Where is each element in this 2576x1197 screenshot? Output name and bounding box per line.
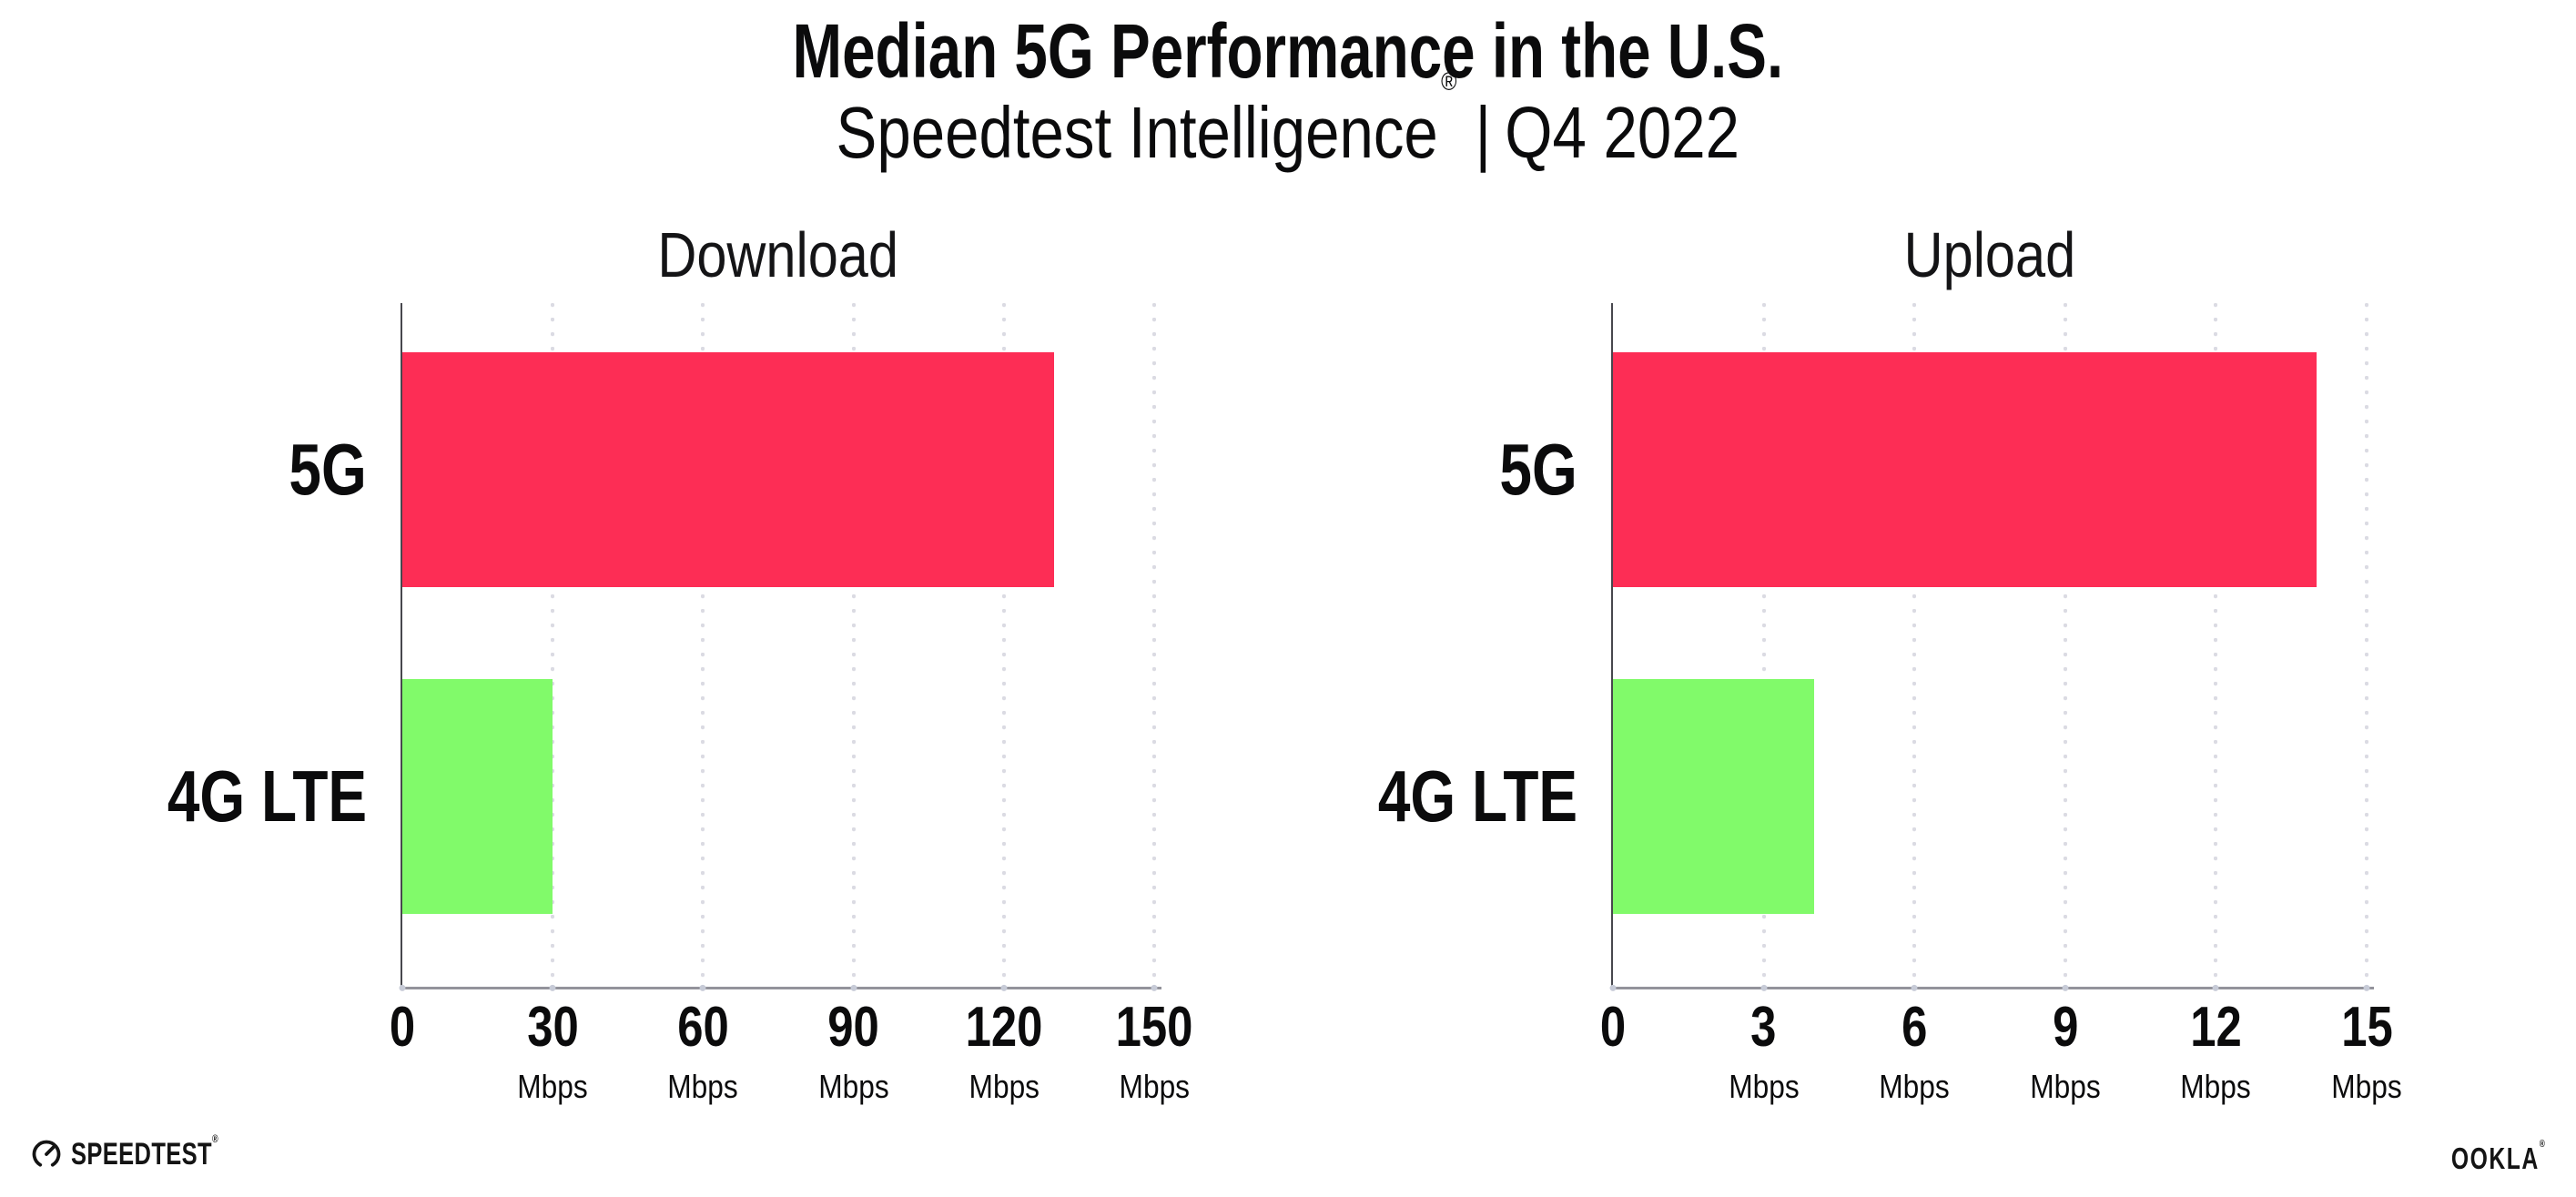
axis-tick-dot — [699, 984, 706, 991]
x-tick-unit: Mbps — [517, 1068, 588, 1105]
x-tick-label-6: 6 Mbps — [1874, 999, 1954, 1103]
axis-tick-dot — [1000, 984, 1008, 991]
x-tick-unit: Mbps — [817, 1068, 889, 1105]
axis-tick-dot — [1911, 984, 1918, 991]
bar-5g-upload — [1613, 352, 2317, 587]
x-tick-unit: Mbps — [667, 1068, 739, 1105]
page-title: Median 5G Performance in the U.S. — [0, 13, 2576, 89]
subtitle-brand: Speedtest Intelligence — [836, 92, 1439, 173]
speedtest-gauge-icon — [32, 1140, 61, 1167]
axis-tick-dot — [1609, 984, 1617, 991]
gridline-60 — [701, 303, 705, 987]
x-tick-unit: Mbps — [2180, 1068, 2252, 1105]
y-axis-line — [1611, 303, 1613, 987]
x-tick-unit: Mbps — [1879, 1068, 1950, 1105]
x-tick-label-90: 90 Mbps — [814, 999, 894, 1103]
ookla-logo: OOKLA® — [2419, 1139, 2546, 1175]
gridline-6 — [1912, 303, 1917, 987]
x-tick-label-3: 3 Mbps — [1724, 999, 1804, 1103]
axis-tick-dot — [1151, 984, 1158, 991]
x-tick-unit: Mbps — [1728, 1068, 1800, 1105]
x-tick-label-12: 12 Mbps — [2175, 999, 2256, 1103]
subtitle-separator: | — [1475, 92, 1492, 173]
category-label-5g: 5G — [289, 429, 367, 510]
gridline-9 — [2063, 303, 2067, 987]
x-tick-unit: Mbps — [1119, 1068, 1190, 1105]
gridline-120 — [1001, 303, 1006, 987]
gridline-12 — [2214, 303, 2218, 987]
page-subtitle: Speedtest Intelligence®| Q4 2022 — [0, 69, 2576, 169]
ookla-wordmark: OOKLA® — [2450, 1139, 2546, 1175]
gridline-15 — [2365, 303, 2368, 987]
category-label-4g-lte: 4G LTE — [1377, 756, 1577, 837]
axis-tick-dot — [1760, 984, 1768, 991]
category-label-5g: 5G — [1499, 429, 1577, 510]
axis-tick-dot — [2212, 984, 2219, 991]
speedtest-logo: SPEEDTEST® — [30, 1131, 268, 1172]
plot-area-download — [402, 303, 1154, 987]
x-tick-unit: Mbps — [969, 1068, 1040, 1105]
subtitle-text: Speedtest Intelligence®| Q4 2022 — [837, 69, 1740, 169]
y-axis-line — [401, 303, 402, 987]
subtitle-period: Q4 2022 — [1505, 92, 1740, 173]
x-tick-label-120: 120 Mbps — [957, 999, 1050, 1103]
chart-panel-title-upload: Upload — [1903, 219, 2076, 290]
x-tick-unit: Mbps — [2030, 1068, 2101, 1105]
axis-tick-dot — [2363, 984, 2370, 991]
x-tick-label-30: 30 Mbps — [512, 999, 593, 1103]
gridline-3 — [1761, 303, 1766, 987]
gridline-90 — [851, 303, 856, 987]
axis-tick-dot — [2062, 984, 2069, 991]
x-tick-label-150: 150 Mbps — [1107, 999, 1201, 1103]
x-axis-line — [401, 987, 1161, 989]
chart-panel-download: Download 5G 4G LTE 0 30 Mbps 60 Mbps 90 Mbp… — [167, 0, 1193, 1197]
axis-tick-dot — [399, 984, 406, 991]
x-tick-label-15: 15 Mbps — [2327, 999, 2407, 1103]
chart-panel-title-download: Download — [657, 219, 899, 290]
page-title-text: Median 5G Performance in the U.S. — [792, 8, 1784, 94]
bar-5g-download — [402, 352, 1054, 587]
x-tick-label-0: 0 — [389, 996, 416, 1059]
axis-tick-dot — [850, 984, 857, 991]
speedtest-registered-mark: ® — [212, 1131, 219, 1145]
x-tick-label-9: 9 Mbps — [2025, 999, 2105, 1103]
x-axis-line — [1611, 987, 2374, 989]
gridline-30 — [551, 303, 555, 987]
bar-4g-lte-upload — [1613, 679, 1814, 914]
x-tick-label-60: 60 Mbps — [663, 999, 743, 1103]
gridline-150 — [1152, 303, 1156, 987]
registered-mark: ® — [1441, 67, 1457, 96]
ookla-registered-mark: ® — [2539, 1139, 2546, 1150]
plot-area-upload — [1613, 303, 2367, 987]
speedtest-wordmark: SPEEDTEST® — [71, 1131, 219, 1172]
chart-panel-upload: Upload 5G 4G LTE 0 3 Mbps 6 Mbps 9 Mbps 12 M… — [1378, 0, 2402, 1197]
bar-4g-lte-download — [402, 679, 553, 914]
x-tick-unit: Mbps — [2331, 1068, 2402, 1105]
x-tick-label-0: 0 — [1599, 996, 1627, 1059]
axis-tick-dot — [549, 984, 556, 991]
category-label-4g-lte: 4G LTE — [167, 756, 367, 837]
